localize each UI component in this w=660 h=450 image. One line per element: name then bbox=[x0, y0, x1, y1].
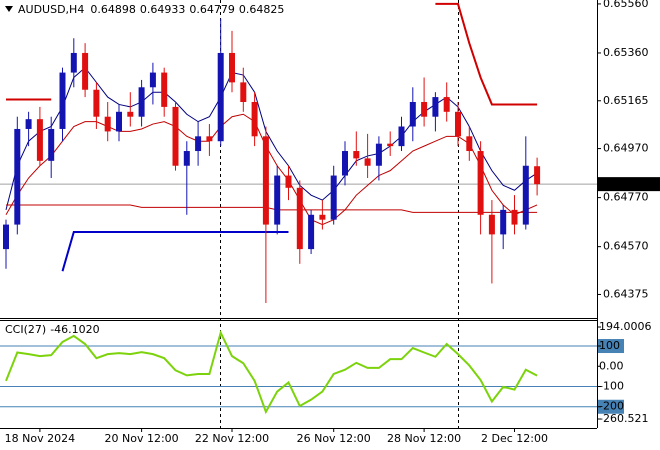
candle-body bbox=[387, 143, 394, 147]
x-tick-label: 26 Nov 12:00 bbox=[297, 432, 371, 445]
candle-body bbox=[488, 214, 495, 235]
cci-tick-highlight bbox=[598, 339, 624, 354]
candle-body bbox=[229, 52, 235, 83]
overlay-line bbox=[6, 204, 538, 213]
x-tick-label: 18 Nov 2024 bbox=[5, 432, 75, 445]
candle-body bbox=[36, 119, 43, 161]
overlay-line bbox=[435, 2, 538, 106]
cci-label: CCI(27) bbox=[5, 323, 46, 336]
candle-body bbox=[93, 89, 100, 117]
candle-body bbox=[262, 136, 269, 225]
candle-body bbox=[3, 224, 9, 250]
candle-body bbox=[432, 97, 439, 117]
candle-body bbox=[421, 101, 428, 117]
candle-body bbox=[353, 151, 360, 159]
candle-body bbox=[217, 52, 224, 142]
x-tick-label: 20 Nov 12:00 bbox=[105, 432, 179, 445]
y-tick-label: 0.64770 bbox=[603, 191, 649, 204]
y-tick-label: 0.65165 bbox=[603, 94, 649, 107]
candle-body bbox=[342, 151, 348, 176]
cci-tick-label: 0.00 bbox=[599, 359, 624, 372]
candle-body bbox=[14, 128, 21, 225]
candle-body bbox=[398, 126, 405, 147]
overlay-line bbox=[61, 230, 289, 272]
cci-tick-label: -200 bbox=[599, 400, 624, 413]
candle-body bbox=[319, 214, 326, 220]
candle-body bbox=[522, 165, 529, 225]
candle-body bbox=[296, 187, 303, 250]
candle-body bbox=[285, 175, 292, 188]
header-low: 0.64779 bbox=[189, 3, 235, 16]
candle-body bbox=[409, 101, 416, 127]
candle-body bbox=[25, 119, 32, 129]
x-tick-label: 2 Dec 12:00 bbox=[481, 432, 548, 445]
header-close: 0.64825 bbox=[239, 3, 285, 16]
candle-body bbox=[330, 175, 337, 220]
header-high: 0.64933 bbox=[140, 3, 186, 16]
cci-tick-label: 100 bbox=[599, 339, 620, 352]
candle-body bbox=[240, 82, 247, 102]
candle-body bbox=[274, 175, 281, 225]
y-tick-label: 0.65560 bbox=[603, 0, 649, 10]
cci-header: CCI(27) -46.1020 bbox=[5, 323, 100, 336]
candle-body bbox=[455, 111, 461, 137]
candle-body bbox=[195, 136, 202, 152]
candle-body bbox=[127, 111, 134, 117]
candle-body bbox=[172, 106, 179, 166]
candle-body bbox=[375, 143, 382, 166]
header-open: 0.64898 bbox=[90, 3, 136, 16]
candle-body bbox=[161, 72, 168, 107]
x-tick-label: 22 Nov 12:00 bbox=[195, 432, 269, 445]
candle-body bbox=[48, 128, 55, 161]
current-price-label: 0.64825 bbox=[603, 177, 649, 190]
current-price-box bbox=[597, 177, 660, 192]
cci-tick-highlight bbox=[598, 399, 624, 414]
y-tick-label: 0.65360 bbox=[603, 46, 649, 59]
cci-current: -46.1020 bbox=[50, 323, 99, 336]
candle-body bbox=[206, 136, 213, 142]
overlay-line bbox=[5, 113, 538, 226]
y-tick-label: 0.64570 bbox=[603, 240, 649, 253]
candle-body bbox=[466, 136, 473, 152]
candle-body bbox=[116, 111, 122, 132]
symbol: AUDUSD,H4 bbox=[18, 3, 84, 16]
y-tick-label: 0.64375 bbox=[603, 287, 649, 300]
symbol-marker bbox=[5, 6, 13, 12]
candle-body bbox=[364, 158, 371, 166]
candle-body bbox=[251, 101, 258, 137]
cci-line bbox=[5, 329, 538, 415]
candle-body bbox=[443, 97, 450, 112]
candle-body bbox=[511, 209, 518, 225]
candle-body bbox=[70, 52, 77, 73]
y-tick-label: 0.64970 bbox=[603, 142, 649, 155]
x-tick-label: 28 Nov 12:00 bbox=[387, 432, 461, 445]
candle-body bbox=[308, 214, 315, 250]
cci-tick-label: -260.521 bbox=[599, 412, 648, 425]
candle-body bbox=[104, 116, 111, 132]
candle-body bbox=[477, 151, 484, 215]
candle-body bbox=[149, 72, 156, 88]
candle-body bbox=[500, 209, 507, 235]
candle-body bbox=[59, 72, 66, 129]
cci-tick-label: 194.0006 bbox=[599, 320, 652, 333]
chart-header: AUDUSD,H4 0.64898 0.64933 0.64779 0.64825 bbox=[18, 3, 284, 16]
candle-body bbox=[82, 52, 89, 90]
candle-body bbox=[534, 166, 541, 185]
cci-tick-label: -100 bbox=[599, 380, 624, 393]
candle-body bbox=[183, 151, 190, 166]
candle-body bbox=[138, 87, 145, 117]
